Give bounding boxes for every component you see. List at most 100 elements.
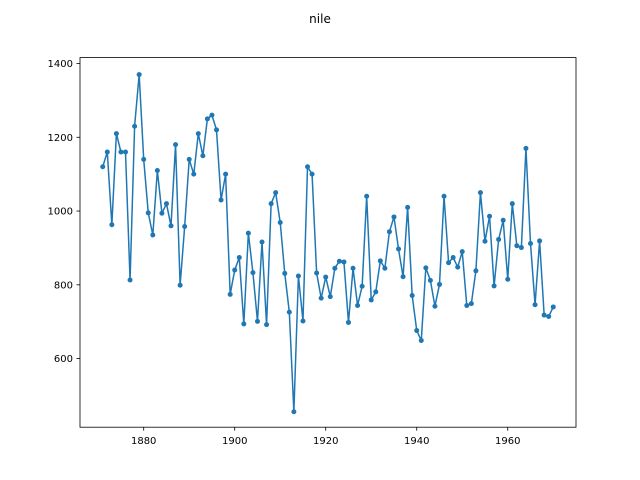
x-tick-label: 1920 xyxy=(313,436,338,447)
data-point xyxy=(427,277,433,283)
data-point xyxy=(245,230,251,236)
data-point xyxy=(136,72,142,78)
data-point xyxy=(141,156,147,162)
data-point xyxy=(505,276,511,282)
data-point xyxy=(487,213,493,219)
y-tick-label: 1000 xyxy=(48,207,73,218)
data-point xyxy=(163,201,169,207)
data-point xyxy=(355,302,361,308)
data-layer xyxy=(100,72,556,415)
data-point xyxy=(291,409,297,415)
data-point xyxy=(195,131,201,137)
data-point xyxy=(277,219,283,225)
data-point xyxy=(109,222,115,228)
x-tick-label: 1880 xyxy=(131,436,156,447)
data-point xyxy=(332,265,338,271)
data-point xyxy=(386,229,392,235)
data-point xyxy=(514,243,520,249)
data-point xyxy=(459,249,465,255)
data-point xyxy=(159,210,165,216)
data-point xyxy=(382,265,388,271)
axes-layer: 1880 1900 1920 1940 1960 600 800 1000 1200 1400 xyxy=(48,59,521,447)
data-point xyxy=(455,264,461,270)
data-point xyxy=(468,301,474,307)
data-point xyxy=(309,171,315,177)
series-line xyxy=(102,73,554,413)
data-point xyxy=(409,293,415,299)
data-point xyxy=(173,142,179,148)
data-point xyxy=(318,295,324,301)
data-point xyxy=(268,201,274,207)
data-point xyxy=(537,238,543,244)
data-point xyxy=(236,255,242,261)
data-point xyxy=(528,241,533,247)
data-point xyxy=(441,193,447,199)
data-point xyxy=(168,223,174,229)
data-point xyxy=(241,321,247,327)
data-point xyxy=(368,297,374,303)
data-point xyxy=(209,112,215,118)
data-point xyxy=(314,270,320,276)
data-point xyxy=(550,304,556,310)
plot-area xyxy=(80,57,576,428)
data-point xyxy=(191,171,197,177)
y-tick-label: 600 xyxy=(54,354,73,365)
data-point xyxy=(400,274,406,280)
data-point xyxy=(405,204,411,210)
data-point xyxy=(477,190,483,196)
data-point xyxy=(186,156,192,162)
data-point xyxy=(423,265,429,271)
data-point xyxy=(391,214,397,220)
data-point xyxy=(336,258,342,264)
x-tick-label: 1900 xyxy=(222,436,247,447)
data-point xyxy=(150,232,156,238)
data-point xyxy=(132,123,138,129)
data-point xyxy=(532,302,538,308)
data-point xyxy=(305,164,311,170)
data-point xyxy=(100,164,106,170)
y-tick-label: 1200 xyxy=(48,133,73,144)
y-tick-label: 1400 xyxy=(48,59,73,70)
data-point xyxy=(450,255,456,261)
data-point xyxy=(286,309,292,315)
data-point xyxy=(414,328,420,334)
x-tick-label: 1960 xyxy=(495,436,520,447)
data-point xyxy=(250,270,256,276)
data-point xyxy=(177,282,183,288)
data-point xyxy=(113,131,119,137)
data-point xyxy=(259,239,265,245)
data-point xyxy=(373,289,379,295)
data-point xyxy=(327,294,333,300)
data-point xyxy=(364,193,370,199)
data-point xyxy=(496,236,502,242)
data-point xyxy=(214,127,220,133)
data-point xyxy=(200,153,206,159)
data-point xyxy=(500,217,506,223)
x-tick-label: 1940 xyxy=(404,436,429,447)
data-point xyxy=(104,149,110,155)
data-point xyxy=(541,312,547,318)
data-point xyxy=(418,338,424,344)
data-point xyxy=(218,197,224,203)
data-point xyxy=(491,283,497,289)
data-point xyxy=(282,270,288,276)
data-point xyxy=(227,291,233,297)
data-point xyxy=(546,314,552,320)
data-point xyxy=(341,259,347,265)
data-point xyxy=(232,267,238,273)
data-point xyxy=(295,273,301,279)
y-tick-label: 800 xyxy=(54,280,73,291)
data-point xyxy=(473,268,479,274)
data-point xyxy=(182,224,188,230)
data-point xyxy=(223,171,229,177)
data-point xyxy=(518,245,524,251)
data-point xyxy=(436,281,442,287)
data-point xyxy=(323,274,329,280)
data-point xyxy=(345,319,351,325)
data-point xyxy=(154,167,160,173)
data-point xyxy=(446,260,452,266)
data-point xyxy=(432,303,438,309)
plot-frame xyxy=(79,57,577,428)
data-point xyxy=(377,258,383,264)
